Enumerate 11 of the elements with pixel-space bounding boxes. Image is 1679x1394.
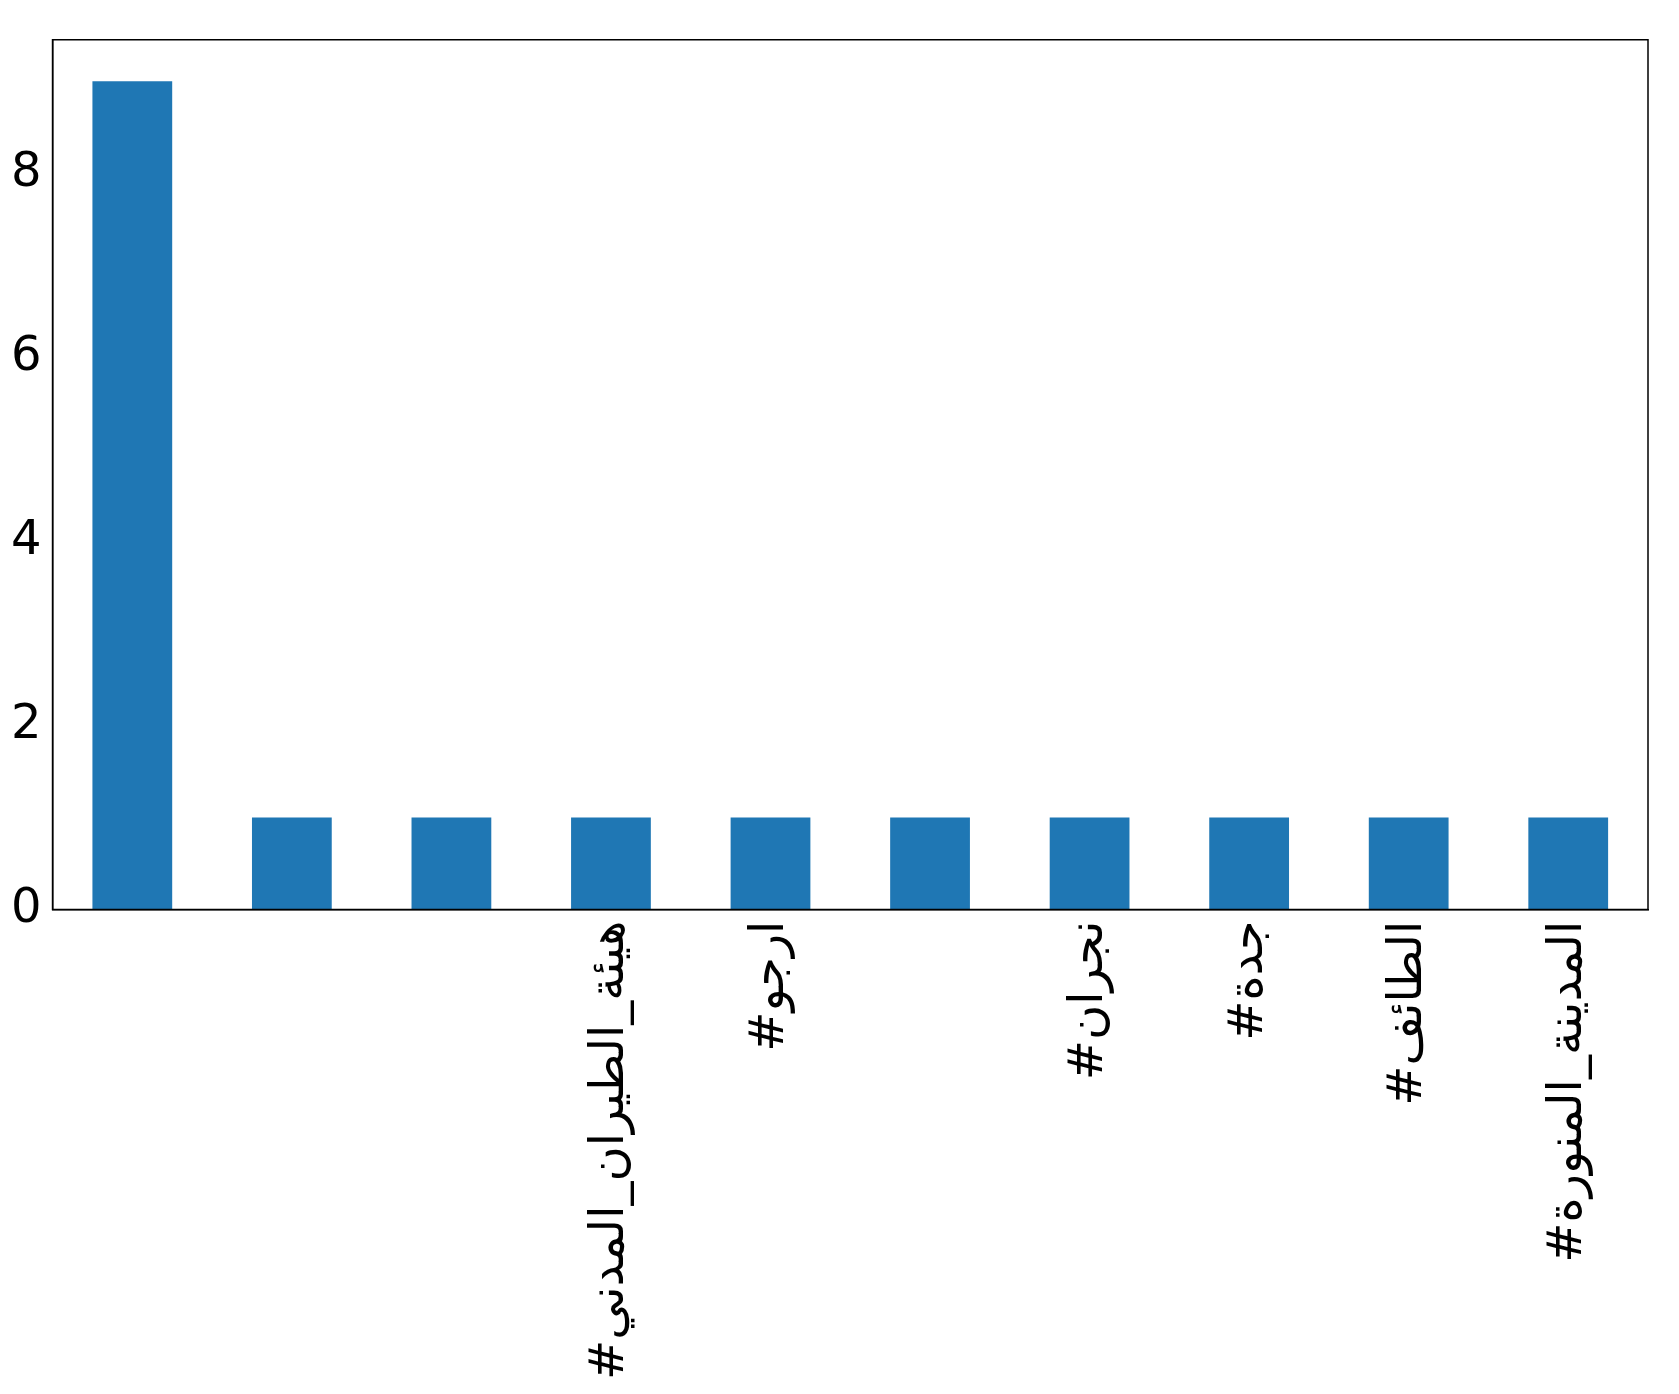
y-tick-label: 0	[10, 877, 42, 934]
x-tick-label: #ارجو	[737, 920, 795, 1052]
y-tick-label: 2	[10, 692, 42, 749]
x-tick-label: #هيئة_الطيران_المدني	[578, 920, 636, 1381]
x-tick-label: #جدة	[1216, 920, 1273, 1041]
y-tick-label: 4	[10, 508, 42, 565]
x-tick-label: #المدينة_المنورة	[1535, 920, 1593, 1263]
y-tick-label: 6	[10, 324, 42, 381]
x-tick-label: #نجران	[1057, 920, 1115, 1081]
x-tick-label: #الطائف	[1376, 920, 1433, 1106]
y-tick-label: 8	[10, 140, 42, 197]
